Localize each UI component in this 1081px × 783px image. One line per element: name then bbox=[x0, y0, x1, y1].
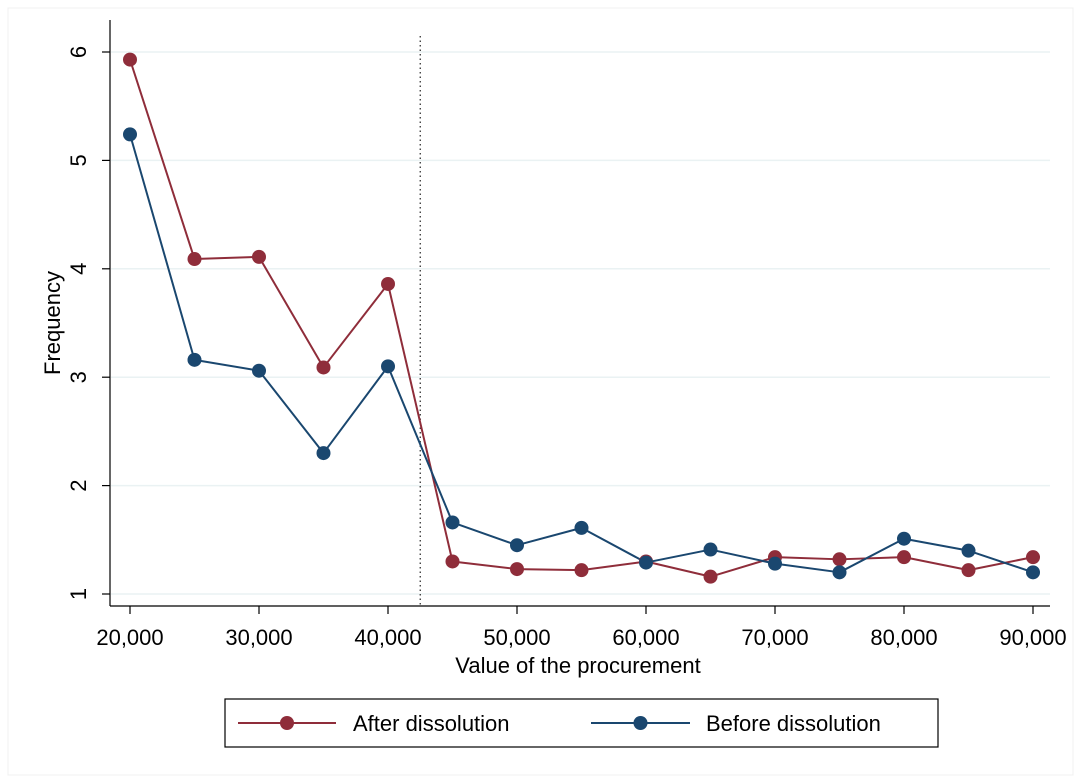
data-point-before-dissolution-3 bbox=[316, 446, 331, 461]
data-point-before-dissolution-2 bbox=[252, 363, 266, 378]
data-point-after-dissolution-14 bbox=[1026, 550, 1040, 565]
data-point-after-dissolution-4 bbox=[381, 276, 395, 291]
data-point-after-dissolution-11 bbox=[832, 552, 847, 567]
x-axis-title: Value of the procurement bbox=[455, 653, 700, 678]
legend: After dissolution Before dissolution bbox=[224, 698, 939, 748]
data-point-after-dissolution-12 bbox=[897, 550, 911, 565]
data-point-before-dissolution-0 bbox=[123, 127, 137, 142]
legend-label-before-dissolution: Before dissolution bbox=[706, 711, 881, 736]
y-tick-label-1: 2 bbox=[66, 479, 91, 491]
y-axis-title: Frequency bbox=[40, 271, 65, 375]
legend-label-after-dissolution: After dissolution bbox=[353, 711, 510, 736]
x-axis: 20,000 30,000 40,000 50,000 60,000 70,000 80,0… bbox=[96, 605, 1067, 650]
data-point-after-dissolution-5 bbox=[445, 554, 460, 569]
gridlines bbox=[111, 51, 1050, 595]
data-point-after-dissolution-2 bbox=[252, 249, 266, 264]
data-point-before-dissolution-13 bbox=[961, 543, 976, 558]
data-point-after-dissolution-9 bbox=[703, 569, 718, 584]
legend-marker-before-dissolution bbox=[633, 716, 648, 730]
data-point-before-dissolution-4 bbox=[381, 359, 395, 374]
data-point-after-dissolution-0 bbox=[123, 52, 137, 67]
x-tick-label-0: 20,000 bbox=[96, 625, 163, 650]
data-point-before-dissolution-14 bbox=[1026, 565, 1040, 580]
x-tick-label-3: 50,000 bbox=[483, 625, 550, 650]
x-tick-label-1: 30,000 bbox=[225, 625, 292, 650]
x-tick-label-4: 60,000 bbox=[612, 625, 679, 650]
data-point-before-dissolution-12 bbox=[897, 531, 911, 546]
data-point-before-dissolution-11 bbox=[832, 565, 847, 580]
y-tick-label-4: 5 bbox=[66, 154, 91, 166]
y-tick-label-3: 4 bbox=[66, 263, 91, 275]
data-point-before-dissolution-5 bbox=[445, 515, 460, 530]
data-point-before-dissolution-7 bbox=[574, 520, 589, 535]
y-tick-label-2: 3 bbox=[66, 371, 91, 383]
chart-border bbox=[7, 7, 1074, 776]
data-point-before-dissolution-10 bbox=[768, 556, 782, 571]
legend-marker-after-dissolution bbox=[280, 716, 294, 730]
x-tick-label-5: 70,000 bbox=[741, 625, 808, 650]
data-point-after-dissolution-13 bbox=[961, 563, 976, 578]
y-tick-label-5: 6 bbox=[66, 46, 91, 58]
data-point-after-dissolution-1 bbox=[187, 252, 202, 267]
series-markers bbox=[123, 52, 1040, 584]
data-point-before-dissolution-8 bbox=[639, 555, 653, 570]
data-point-after-dissolution-3 bbox=[316, 360, 331, 375]
data-point-before-dissolution-6 bbox=[510, 538, 524, 553]
x-tick-label-6: 80,000 bbox=[870, 625, 937, 650]
data-point-after-dissolution-7 bbox=[574, 563, 589, 578]
data-point-after-dissolution-6 bbox=[510, 562, 524, 577]
y-axis: 1 2 3 4 5 6 bbox=[66, 20, 111, 606]
data-point-before-dissolution-9 bbox=[703, 542, 718, 557]
x-tick-label-7: 90,000 bbox=[999, 625, 1066, 650]
data-point-before-dissolution-1 bbox=[187, 352, 202, 367]
legend-box bbox=[224, 698, 939, 748]
y-tick-label-0: 1 bbox=[66, 588, 91, 600]
x-tick-label-2: 40,000 bbox=[354, 625, 421, 650]
